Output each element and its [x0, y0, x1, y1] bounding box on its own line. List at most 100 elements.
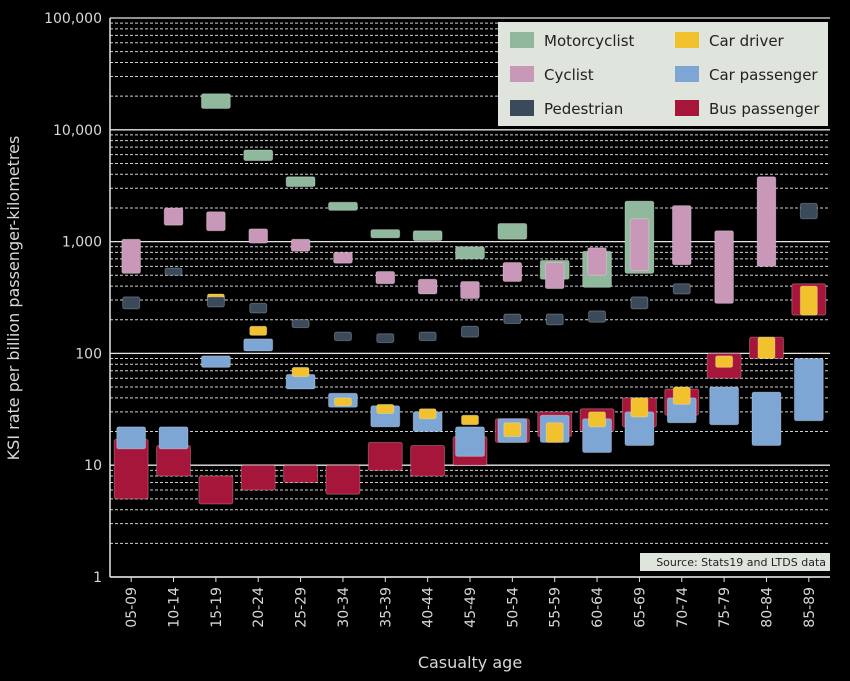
car-driver-bar	[291, 366, 310, 378]
cyclist-bar	[502, 262, 523, 282]
legend-label: Car passenger	[709, 66, 818, 84]
bus-passenger-bar	[240, 464, 276, 491]
car-passenger-bar	[751, 391, 782, 447]
x-tick-label: 05-09	[124, 587, 140, 628]
cyclist-bar	[460, 280, 480, 299]
cyclist-bar	[333, 251, 353, 264]
x-tick-label: 10-14	[167, 587, 183, 628]
axes-layer: 1 10 100 1,000 10,000 100,000 05-09 10-14 15-19 2…	[44, 11, 830, 628]
car-driver-bar	[333, 397, 352, 407]
car-driver-bar	[588, 411, 607, 428]
x-tick-label: 60-64	[590, 587, 606, 628]
car-passenger-bar	[709, 386, 740, 426]
car-driver-bar	[249, 325, 268, 336]
x-tick-label: 40-44	[421, 587, 437, 628]
bus-passenger-bar	[156, 445, 192, 477]
y-tick-label: 100	[75, 346, 102, 362]
cyclist-bar	[248, 228, 269, 244]
pedestrian-bar	[461, 325, 479, 338]
car-driver-bar	[418, 408, 437, 420]
car-driver-bar	[757, 336, 776, 360]
cyclist-bar	[121, 238, 142, 274]
cyclist-bar	[671, 205, 692, 266]
car-driver-bar	[545, 422, 564, 443]
legend-swatch	[510, 100, 534, 116]
cyclist-bar	[206, 211, 226, 232]
cyclist-bar	[587, 247, 607, 276]
car-driver-bar	[715, 355, 734, 368]
pedestrian-bar	[122, 296, 141, 310]
car-driver-bar	[503, 422, 522, 438]
car-passenger-bar	[793, 358, 824, 422]
car-passenger-bar	[200, 355, 231, 368]
legend-label: Motorcyclist	[544, 32, 635, 50]
motorcyclist-bar	[200, 93, 231, 110]
legend-label: Bus passenger	[709, 100, 820, 118]
bus-passenger-bar	[325, 464, 361, 495]
legend-label: Cyclist	[544, 66, 594, 84]
motorcyclist-bar	[285, 176, 316, 188]
x-tick-label: 70-74	[675, 587, 691, 628]
bus-passenger-bar	[410, 445, 446, 477]
legend: Motorcyclist Car driver Cyclist Car passeng…	[498, 22, 828, 126]
x-tick-label: 80-84	[759, 587, 775, 628]
cyclist-bar	[756, 176, 777, 267]
x-tick-label: 25-29	[294, 587, 310, 628]
bars-layer	[113, 93, 827, 505]
pedestrian-bar	[249, 302, 268, 314]
motorcyclist-bar	[497, 223, 528, 240]
car-driver-bar	[461, 414, 479, 426]
y-axis-title: KSI rate per billion passenger-kilometre…	[4, 136, 23, 461]
pedestrian-bar	[206, 296, 225, 308]
pedestrian-bar	[799, 202, 818, 220]
pedestrian-bar	[588, 310, 607, 323]
legend-swatch	[510, 32, 534, 48]
x-tick-label: 30-34	[336, 587, 352, 628]
motorcyclist-bar	[455, 246, 485, 260]
car-passenger-bar	[158, 426, 189, 450]
x-axis-title: Casualty age	[418, 653, 522, 672]
x-tick-label: 45-49	[463, 587, 479, 628]
cyclist-bar	[375, 271, 396, 285]
legend-swatch	[675, 32, 699, 48]
x-tick-label: 75-79	[717, 587, 733, 628]
x-tick-label: 20-24	[251, 587, 267, 628]
pedestrian-bar	[164, 267, 183, 276]
car-passenger-bar	[455, 426, 485, 457]
legend-swatch	[675, 66, 699, 82]
pedestrian-bar	[545, 313, 564, 326]
legend-label: Car driver	[709, 32, 785, 50]
y-tick-label: 10	[84, 458, 102, 474]
x-tick-label: 35-39	[378, 587, 394, 628]
y-tick-label: 1,000	[62, 235, 102, 251]
pedestrian-bar	[333, 331, 352, 342]
car-passenger-bar	[243, 338, 274, 352]
pedestrian-bar	[672, 283, 691, 295]
legend-box	[498, 22, 828, 126]
cyclist-bar	[290, 238, 311, 252]
car-driver-bar	[799, 285, 818, 316]
pedestrian-bar	[418, 331, 437, 342]
motorcyclist-bar	[370, 229, 401, 239]
car-driver-bar	[630, 397, 649, 418]
cyclist-bar	[544, 262, 565, 290]
motorcyclist-bar	[327, 201, 358, 211]
pedestrian-bar	[376, 333, 395, 344]
cyclist-bar	[714, 230, 734, 304]
source-note-box	[640, 553, 830, 571]
bus-passenger-bar	[367, 441, 403, 471]
source-note: Source: Stats19 and LTDS data	[656, 556, 826, 569]
x-tick-label: 50-54	[505, 587, 521, 628]
legend-swatch	[510, 66, 534, 82]
x-tick-label: 15-19	[209, 587, 225, 628]
cyclist-bar	[163, 207, 184, 226]
bus-passenger-bar	[283, 464, 319, 484]
car-passenger-bar	[116, 426, 147, 450]
legend-swatch	[675, 100, 699, 116]
cyclist-bar	[417, 278, 438, 295]
y-tick-label: 1	[93, 570, 102, 586]
pedestrian-bar	[503, 313, 522, 325]
motorcyclist-bar	[243, 149, 274, 162]
bus-passenger-bar	[198, 475, 234, 505]
